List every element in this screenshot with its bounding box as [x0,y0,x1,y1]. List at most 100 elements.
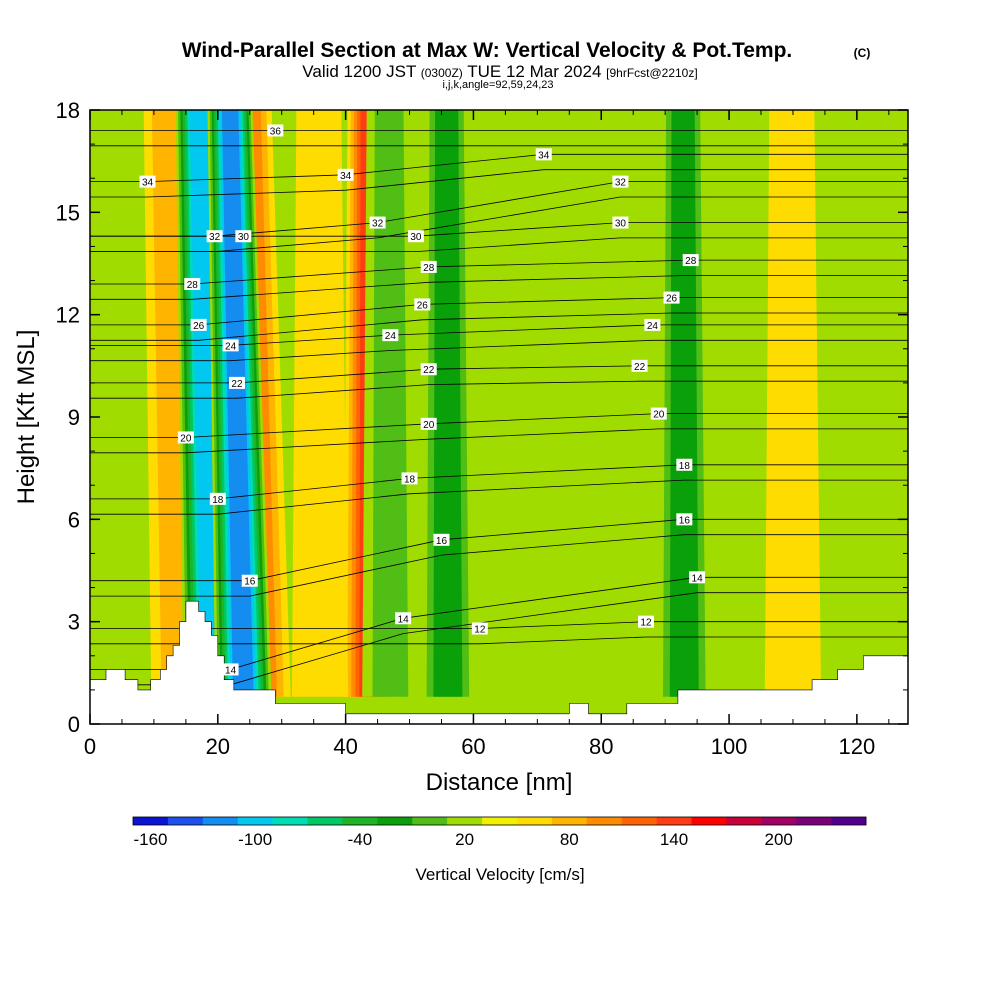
isentrope-label-30: 16 [676,513,693,526]
isentrope-label-bg [420,363,437,376]
isentrope-label-32: 14 [395,612,412,625]
title-mark: (C) [854,46,871,60]
isentrope-label-bg [222,663,239,676]
isentrope-label-text: 14 [692,573,704,584]
isentrope-label-text: 16 [244,577,256,588]
isentrope-label-text: 26 [417,300,429,311]
isentrope-label-text: 22 [231,379,243,390]
isentrope-label-bg [235,230,252,243]
subtitle-date: TUE 12 Mar 2024 [467,62,601,81]
colorbar-swatch-4 [272,817,308,825]
colorbar-swatch-19 [796,817,832,825]
isentrope-label-0: 36 [267,124,284,137]
x-tick-label: 40 [333,734,357,759]
isentrope-label-text: 20 [423,420,435,431]
isentrope-label-text: 18 [404,474,416,485]
isentrope-label-text: 36 [270,126,282,137]
colorbar-swatch-8 [412,817,448,825]
isentrope-label-bg [228,376,245,389]
isentrope-label-2: 34 [337,168,354,182]
isentrope-labels: 36 34 34 34 32 30 32 32 30 30 28 28 28 26 26 26 24 24 24 22… [139,124,706,676]
isentrope-label-bg [676,513,693,526]
subtitle-fcst: [9hrFcst@2210z] [606,66,698,80]
colorbar-swatch-11 [516,817,553,825]
isentrope-label-27: 18 [676,458,693,472]
isentrope-label-11: 28 [420,260,437,274]
plot-area: 36 34 34 34 32 30 32 32 30 30 28 28 28 26 26 26 24 24 24 22… [90,110,908,724]
isentrope-label-16: 24 [222,339,239,352]
isentrope-label-bg [209,492,226,505]
updraft-band-6-level-0 [764,110,822,697]
isentrope-label-bg [631,359,648,372]
isentrope-label-text: 32 [372,219,384,230]
x-tick-label: 80 [589,734,613,759]
isentrope-label-3: 34 [535,148,552,161]
isentrope-32-1 [90,196,908,252]
colorbar-tick-label: 200 [765,830,793,849]
isentrope-label-bg [414,298,431,311]
isentrope-label-text: 30 [238,232,250,243]
isentrope-label-9: 30 [612,216,629,230]
isentrope-label-text: 14 [398,614,410,625]
isentrope-label-bg [382,329,399,342]
isentrope-label-text: 16 [436,536,448,547]
isentrope-label-bg [535,148,552,161]
isentrope-label-bg [612,216,629,229]
x-axis-ticks: 0 20 40 60 80 100 120 [84,110,890,759]
colorbar-swatch-9 [447,817,483,825]
x-tick-label: 120 [839,734,876,759]
isentrope-label-26: 18 [401,472,418,485]
isentrope-label-bg [337,168,354,181]
downdraft-band-1-level-7 [221,110,254,697]
isentrope-label-bg [420,260,437,273]
isentrope-label-31: 14 [222,663,239,676]
colorbar-tick-label: -100 [238,830,272,849]
isentrope-label-29: 16 [433,533,450,547]
isentrope-label-bg [177,431,194,444]
isentrope-label-text: 24 [385,331,397,342]
x-axis-label: Distance [nm] [426,769,573,796]
isentrope-label-bg [637,615,654,628]
y-axis-label: Height [Kft MSL] [13,330,40,505]
colorbar: -160 -100 -40 20 80 140 200 [132,816,867,849]
colorbar-swatch-13 [586,817,622,825]
colorbar-swatch-18 [761,817,797,825]
y-tick-label: 12 [56,303,80,328]
isentrope-12-0 [90,621,908,629]
isentrope-label-6: 32 [369,216,386,230]
colorbar-tick-label: 20 [455,830,474,849]
y-tick-label: 6 [68,507,80,532]
terrain [90,600,908,724]
isentrope-label-18: 24 [644,318,661,332]
isentrope-label-bg [650,407,667,420]
colorbar-swatch-7 [377,817,413,825]
isentrope-label-text: 32 [209,232,221,243]
colorbar-swatch-14 [621,817,657,825]
x-tick-label: 100 [711,734,748,759]
colorbar-tick-label: 80 [560,830,579,849]
isentrope-label-bg [190,318,207,331]
isentrope-label-text: 28 [187,280,199,291]
isentrope-label-text: 28 [685,256,697,267]
isentrope-label-7: 32 [612,175,629,189]
isentrope-label-text: 12 [474,624,486,635]
isentrope-label-text: 32 [615,178,627,189]
isentrope-label-20: 22 [420,363,437,376]
isentrope-label-34: 12 [471,622,488,635]
isentrope-label-bg [369,216,386,229]
isentrope-label-12: 28 [682,254,699,267]
downdraft-band-2-level-2 [433,110,463,697]
colorbar-swatch-2 [202,817,239,825]
isentrope-label-bg [612,175,629,188]
isentrope-label-17: 24 [382,329,399,342]
isentrope-label-bg [206,230,223,243]
colorbar-swatch-12 [551,817,588,825]
isentrope-label-24: 20 [650,407,667,421]
colorbar-swatch-16 [691,817,727,825]
colorbar-frame [132,816,867,826]
isentrope-label-bg [689,571,706,584]
colorbar-swatch-1 [167,817,204,825]
isentrope-label-bg [407,230,424,243]
colorbar-swatch-10 [482,817,518,825]
